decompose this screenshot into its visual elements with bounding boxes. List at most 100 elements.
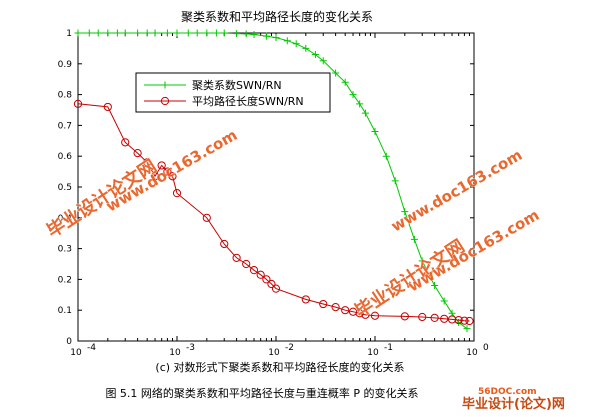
data-point: [103, 102, 112, 112]
data-point: [249, 266, 259, 275]
x-tick-label: 10: [70, 348, 82, 358]
data-point: [391, 177, 399, 185]
data-point: [113, 29, 121, 37]
data-point: [460, 316, 469, 325]
legend: 聚类系数SWN/RN 平均路径长度SWN/RN: [135, 72, 331, 113]
data-point: [203, 29, 211, 37]
data-point: [143, 158, 152, 167]
data-point: [202, 213, 211, 222]
data-point: [85, 29, 93, 37]
x-tick-exponent: -4: [87, 343, 96, 353]
data-point: [302, 44, 310, 52]
data-point: [311, 51, 319, 59]
data-point: [341, 78, 349, 86]
watermark-corner-brand: 毕业设计(论文)网: [462, 396, 565, 412]
data-point: [134, 29, 142, 37]
y-tick-label: 0.4: [58, 214, 73, 224]
data-point: [319, 299, 328, 309]
data-point: [410, 235, 418, 243]
y-tick-label: 0.3: [58, 245, 72, 255]
y-tick-label: 0.7: [58, 121, 72, 131]
data-point: [401, 208, 409, 216]
watermark-corner-site: 56DOC.com: [478, 387, 537, 397]
data-point: [331, 303, 340, 312]
data-point: [121, 138, 130, 147]
data-point: [361, 109, 369, 117]
data-point: [133, 149, 142, 158]
data-point: [267, 279, 276, 289]
figure-subcaption: (c) 对数形式下聚类系数和平均路径长度的变化关系: [155, 360, 404, 374]
data-point: [319, 57, 327, 65]
data-point: [151, 29, 159, 37]
data-point: [418, 312, 427, 322]
data-point: [262, 275, 271, 284]
data-point: [220, 239, 229, 249]
x-tick-label: 10: [367, 348, 379, 358]
data-point: [242, 30, 250, 38]
data-point: [262, 32, 270, 40]
data-point: [301, 295, 310, 304]
data-point: [233, 30, 241, 38]
data-point: [104, 29, 112, 37]
y-tick-label: 0: [66, 337, 72, 347]
data-point: [271, 284, 281, 293]
data-point: [463, 325, 471, 333]
data-point: [431, 282, 439, 290]
data-point: [184, 29, 192, 37]
data-point: [74, 29, 82, 37]
data-point: [332, 69, 340, 77]
data-point: [232, 253, 241, 262]
data-point: [418, 257, 426, 265]
data-point: [349, 91, 357, 99]
data-point: [283, 37, 291, 45]
data-point: [163, 29, 171, 37]
data-point: [121, 29, 129, 37]
series-1: [74, 29, 471, 333]
x-tick-exponent: -2: [285, 343, 294, 353]
legend-box: [135, 72, 331, 113]
data-point: [256, 270, 265, 279]
data-point: [400, 312, 409, 321]
legend-label: 聚类系数SWN/RN: [192, 78, 282, 92]
data-point: [212, 29, 220, 37]
data-point: [172, 189, 182, 198]
data-point: [193, 29, 201, 37]
data-point: [341, 306, 350, 315]
x-tick-exponent: -1: [384, 343, 393, 353]
y-tick-label: 0.2: [58, 275, 72, 285]
data-point: [440, 297, 448, 305]
legend-marker: [161, 81, 169, 89]
series-2: [73, 99, 474, 326]
y-tick-label: 1: [66, 29, 72, 39]
data-point: [163, 167, 172, 176]
chart-title: 聚类系数和平均路径长度的变化关系: [181, 9, 373, 24]
data-point: [454, 315, 463, 325]
data-point: [272, 34, 280, 42]
series-layer: [73, 29, 474, 333]
x-tick-label: 10: [169, 348, 181, 358]
data-point: [73, 99, 83, 108]
y-tick-label: 0.9: [58, 60, 73, 70]
data-point: [143, 29, 151, 37]
y-tick-label: 0.5: [58, 183, 72, 193]
data-point: [430, 313, 439, 322]
data-point: [465, 316, 474, 326]
data-point: [356, 100, 364, 108]
y-tick-label: 0.1: [58, 306, 72, 316]
series-line: [77, 103, 470, 322]
legend-marker: [160, 96, 170, 106]
data-point: [242, 259, 251, 269]
data-point: [168, 172, 177, 181]
data-point: [382, 152, 390, 160]
x-tick-exponent: -3: [186, 343, 195, 353]
data-point: [370, 311, 380, 320]
data-point: [157, 161, 166, 170]
x-tick-label: 10: [268, 348, 280, 358]
data-point: [150, 172, 160, 181]
data-point: [447, 315, 457, 324]
data-point: [173, 29, 181, 37]
figure-caption: 图 5.1 网络的聚类系数和平均路径长度与重连概率 P 的变化关系: [105, 386, 418, 400]
y-tick-label: 0.8: [58, 91, 73, 101]
data-point: [371, 128, 379, 136]
